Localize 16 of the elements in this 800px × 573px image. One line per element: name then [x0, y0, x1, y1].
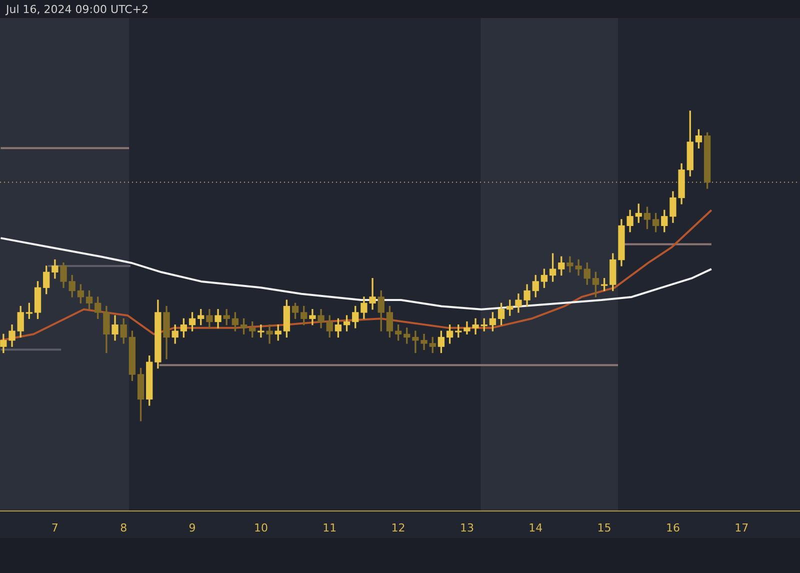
x-tick-label: 8 [120, 521, 128, 534]
candlestick [26, 302, 33, 319]
x-tick-label: 16 [666, 521, 680, 534]
x-tick-label: 10 [254, 521, 268, 534]
x-tick-label: 9 [188, 521, 196, 534]
x-tick-label: 14 [528, 521, 543, 534]
x-tick-label: 11 [322, 521, 337, 534]
x-tick-label: 7 [51, 521, 58, 534]
x-tick-label: 15 [597, 521, 612, 534]
text: Jul 16, 2024 09:00 UTC+2 [6, 2, 148, 16]
x-tick-label: 12 [391, 521, 406, 534]
candlestick [600, 278, 608, 292]
candlestick [455, 324, 462, 338]
x-tick-label: 13 [460, 521, 474, 534]
x-tick-label: 17 [734, 521, 749, 534]
candlestick [258, 324, 264, 338]
